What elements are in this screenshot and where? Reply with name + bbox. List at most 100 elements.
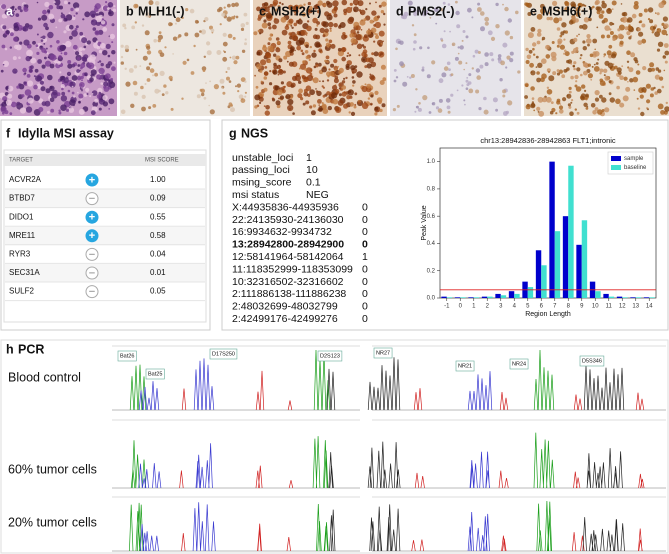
peak-trace xyxy=(312,436,329,489)
cell xyxy=(564,1,570,7)
cell xyxy=(647,7,654,13)
cell xyxy=(313,4,319,10)
cell xyxy=(563,52,566,55)
bar xyxy=(541,265,547,298)
marker-box xyxy=(455,360,475,372)
cell xyxy=(257,17,262,21)
cell xyxy=(285,24,289,27)
cell xyxy=(36,1,39,4)
cell xyxy=(25,106,33,113)
y-tick-label: 0.8 xyxy=(427,186,436,192)
cell xyxy=(227,33,233,39)
cell xyxy=(446,61,451,66)
cell xyxy=(253,31,258,36)
cell xyxy=(112,8,117,13)
cell xyxy=(526,54,532,60)
cell xyxy=(172,36,178,41)
cell xyxy=(157,9,160,13)
cell xyxy=(627,17,633,23)
panel-h-frame xyxy=(0,339,669,554)
cell xyxy=(483,96,487,101)
peak-trace xyxy=(635,392,645,411)
locus-count: 0 xyxy=(362,201,368,213)
cell xyxy=(536,32,542,37)
cell xyxy=(268,26,272,30)
cell xyxy=(306,25,312,32)
cell xyxy=(103,81,109,87)
cell xyxy=(462,30,466,33)
cell xyxy=(4,47,8,51)
cell xyxy=(325,42,331,48)
cell xyxy=(82,48,86,51)
cell xyxy=(263,76,268,80)
locus-count: 0 xyxy=(362,301,368,313)
cell xyxy=(574,18,579,23)
cell xyxy=(421,66,425,69)
cell xyxy=(664,106,669,112)
cell xyxy=(63,0,68,5)
cell xyxy=(651,31,654,34)
cell xyxy=(130,103,135,109)
msi-score: 0.05 xyxy=(150,287,166,296)
cell xyxy=(236,83,241,88)
cell xyxy=(300,97,304,101)
cell xyxy=(139,65,142,67)
cell xyxy=(451,42,456,47)
cell xyxy=(181,97,184,100)
cell xyxy=(352,0,360,6)
cell xyxy=(575,80,578,83)
cell xyxy=(199,30,202,33)
cell xyxy=(334,88,340,94)
cell xyxy=(113,61,116,64)
cell xyxy=(374,112,378,116)
cell xyxy=(13,10,15,13)
cell xyxy=(238,94,244,100)
cell xyxy=(40,39,44,42)
cell xyxy=(77,91,79,94)
marker-label: D17S250 xyxy=(212,351,235,357)
cell xyxy=(449,30,451,33)
cell xyxy=(263,105,266,107)
cell xyxy=(578,33,580,36)
cell xyxy=(196,20,199,24)
cell xyxy=(363,53,368,58)
cell xyxy=(288,32,293,36)
peak-trace xyxy=(469,451,490,489)
cell xyxy=(309,89,315,96)
cell xyxy=(466,77,469,79)
cell xyxy=(535,66,538,68)
cell xyxy=(141,94,146,99)
cell xyxy=(271,97,275,101)
call-icon xyxy=(85,266,99,280)
cell xyxy=(587,43,590,47)
cell xyxy=(566,67,570,71)
cell xyxy=(38,98,44,104)
cell xyxy=(596,10,601,15)
y-axis-label: Peak Value xyxy=(421,205,428,240)
cell xyxy=(395,76,399,79)
cell xyxy=(69,24,74,30)
cell xyxy=(332,98,339,105)
cell xyxy=(661,29,667,36)
cell xyxy=(574,74,579,80)
cell xyxy=(366,63,372,69)
cell xyxy=(282,86,286,89)
target: MRE11 xyxy=(9,231,36,240)
cell xyxy=(274,85,280,91)
cell xyxy=(69,35,73,40)
cell xyxy=(89,54,96,61)
cell xyxy=(471,16,474,19)
cell xyxy=(132,80,138,86)
cell xyxy=(345,65,350,71)
cell xyxy=(337,99,344,106)
cell xyxy=(349,33,355,38)
cell xyxy=(456,24,461,29)
cell xyxy=(281,29,288,36)
cell xyxy=(477,51,481,54)
cell xyxy=(103,86,110,92)
cell xyxy=(58,18,63,23)
cell xyxy=(373,40,376,43)
cell xyxy=(62,77,69,84)
cell xyxy=(566,59,570,64)
cell xyxy=(415,88,418,91)
